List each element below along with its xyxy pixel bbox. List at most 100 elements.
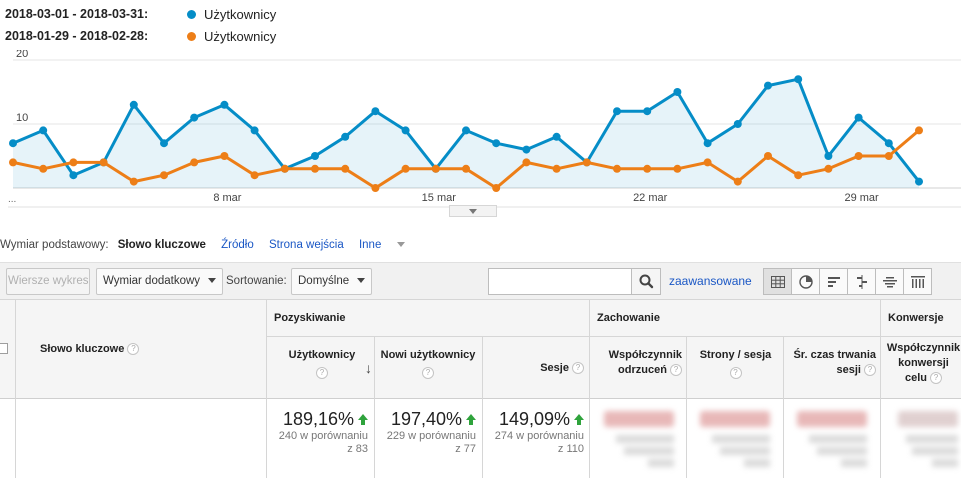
- table-view-button[interactable]: [763, 268, 792, 295]
- dimension-more-label: Inne: [358, 239, 382, 251]
- series-point: [733, 177, 742, 186]
- dimension-landing-page[interactable]: Strona wejścia: [268, 239, 344, 251]
- dimension-keyword[interactable]: Słowo kluczowe: [117, 239, 206, 251]
- series-point: [371, 184, 380, 192]
- help-icon[interactable]: ?: [127, 343, 140, 356]
- series-point: [884, 139, 893, 148]
- line-chart[interactable]: 20 10 8 mar 15 mar 22 mar 29 mar...: [0, 50, 961, 210]
- series-point: [250, 171, 259, 180]
- y-tick-label: 20: [16, 50, 28, 60]
- legend-series-previous[interactable]: Użytkownicy: [187, 29, 276, 44]
- dimension-source[interactable]: Źródło: [221, 239, 254, 251]
- column-users[interactable]: Użytkownicy ? ↓: [274, 348, 372, 379]
- series-point: [854, 152, 863, 160]
- search-button[interactable]: [631, 268, 661, 295]
- total-users-previous: z 83: [347, 443, 368, 455]
- column-duration-label-2: sesji: [836, 364, 861, 376]
- column-conversion-label-3: celu: [904, 372, 927, 384]
- sort-desc-icon: ↓: [365, 360, 372, 376]
- chevron-down-icon: [469, 209, 477, 214]
- secondary-dimension-dropdown[interactable]: Wymiar dodatkowy: [96, 268, 224, 295]
- series-point: [129, 177, 138, 186]
- legend-dot-orange: [187, 32, 196, 42]
- primary-dimension-row: Wymiar podstawowy: Słowo kluczowe Źródło…: [0, 239, 429, 251]
- y-tick-label: 10: [16, 112, 28, 124]
- total-users-compare: 240 w porównaniu: [278, 430, 368, 442]
- series-point: [280, 164, 289, 173]
- arrow-up-icon: [358, 414, 368, 426]
- help-icon[interactable]: ?: [864, 364, 876, 377]
- series-point: [431, 164, 440, 173]
- sort-value: Domyślne: [298, 275, 350, 287]
- plot-rows-button[interactable]: Wiersze wykresu: [6, 268, 90, 295]
- legend-row-previous: 2018-01-29 - 2018-02-28: Użytkownicy: [5, 29, 276, 44]
- series-point: [69, 158, 78, 167]
- legend-series-label: Użytkownicy: [204, 7, 277, 22]
- help-icon[interactable]: ?: [670, 364, 682, 377]
- arrow-up-icon: [574, 414, 584, 426]
- series-point: [160, 139, 168, 148]
- pivot-view-button[interactable]: [903, 268, 932, 295]
- help-icon[interactable]: ?: [729, 367, 742, 379]
- series-point: [341, 132, 350, 141]
- select-all-checkbox[interactable]: [0, 343, 8, 354]
- column-pages-per-session[interactable]: Strony / sesja ?: [692, 348, 779, 379]
- dimension-more[interactable]: Inne: [359, 239, 417, 251]
- series-point: [341, 164, 350, 173]
- column-avg-duration[interactable]: Śr. czas trwania sesji ?: [788, 348, 876, 378]
- series-point: [190, 113, 199, 122]
- x-tick-label: 8 mar: [213, 192, 241, 204]
- series-point: [311, 152, 319, 160]
- series-point: [462, 126, 470, 135]
- series-point: [613, 164, 621, 173]
- group-behavior: Zachowanie: [597, 312, 660, 324]
- help-icon[interactable]: ?: [422, 367, 434, 379]
- series-point: [915, 177, 923, 186]
- column-conversion-rate[interactable]: Współczynnik konwersji celu ?: [886, 341, 961, 386]
- series-point: [794, 75, 803, 84]
- total-sessions-pct: 149,09%: [498, 409, 570, 429]
- series-point: [401, 164, 410, 173]
- sort-dropdown[interactable]: Domyślne: [291, 268, 373, 295]
- column-keyword[interactable]: Słowo kluczowe ?: [40, 342, 140, 357]
- column-conversion-label-2: konwersji: [898, 357, 949, 369]
- series-point: [190, 158, 199, 167]
- column-conversion-label-1: Współczynnik: [886, 342, 961, 354]
- performance-view-icon: [827, 276, 840, 287]
- series-point: [69, 171, 78, 180]
- series-point: [220, 152, 229, 160]
- pie-view-button[interactable]: [791, 268, 820, 295]
- series-point: [733, 120, 742, 128]
- series-point: [613, 107, 621, 116]
- column-new-users[interactable]: Nowi użytkownicy ?: [380, 348, 476, 379]
- legend-series-label: Użytkownicy: [204, 29, 277, 44]
- total-users: 189,16% 240 w porównaniu z 83: [270, 399, 368, 478]
- chevron-down-icon: [357, 278, 366, 284]
- help-icon[interactable]: ?: [930, 372, 943, 385]
- column-sessions-label: Sesje: [540, 362, 569, 374]
- column-bounce-rate[interactable]: Współczynnik odrzuceń ?: [594, 348, 682, 378]
- series-point: [250, 126, 259, 135]
- series-point: [371, 107, 380, 116]
- help-icon[interactable]: ?: [572, 362, 584, 375]
- series-point: [673, 164, 682, 173]
- comparison-view-button[interactable]: [847, 268, 876, 295]
- legend-range-previous: 2018-01-29 - 2018-02-28:: [5, 29, 149, 43]
- advanced-filter-link[interactable]: zaawansowane: [669, 274, 752, 288]
- x-tick-label: 22 mar: [633, 192, 668, 204]
- legend-series-current[interactable]: Użytkownicy: [187, 7, 276, 22]
- table-search-input[interactable]: [488, 268, 632, 295]
- series-point: [39, 126, 48, 135]
- column-sessions[interactable]: Sesje ?: [488, 361, 584, 376]
- help-icon[interactable]: ?: [316, 367, 328, 379]
- total-new-users: 197,40% 229 w porównaniu z 77: [378, 399, 476, 478]
- series-point: [522, 145, 531, 154]
- total-users-pct: 189,16%: [282, 409, 354, 429]
- series-point: [401, 126, 410, 135]
- series-point: [462, 164, 470, 173]
- term-cloud-view-button[interactable]: [875, 268, 904, 295]
- chart-collapse-toggle[interactable]: [449, 205, 497, 217]
- performance-view-button[interactable]: [819, 268, 848, 295]
- table-header: Pozyskiwanie Zachowanie Konwersje Słowo …: [0, 299, 961, 400]
- series-point: [643, 164, 652, 173]
